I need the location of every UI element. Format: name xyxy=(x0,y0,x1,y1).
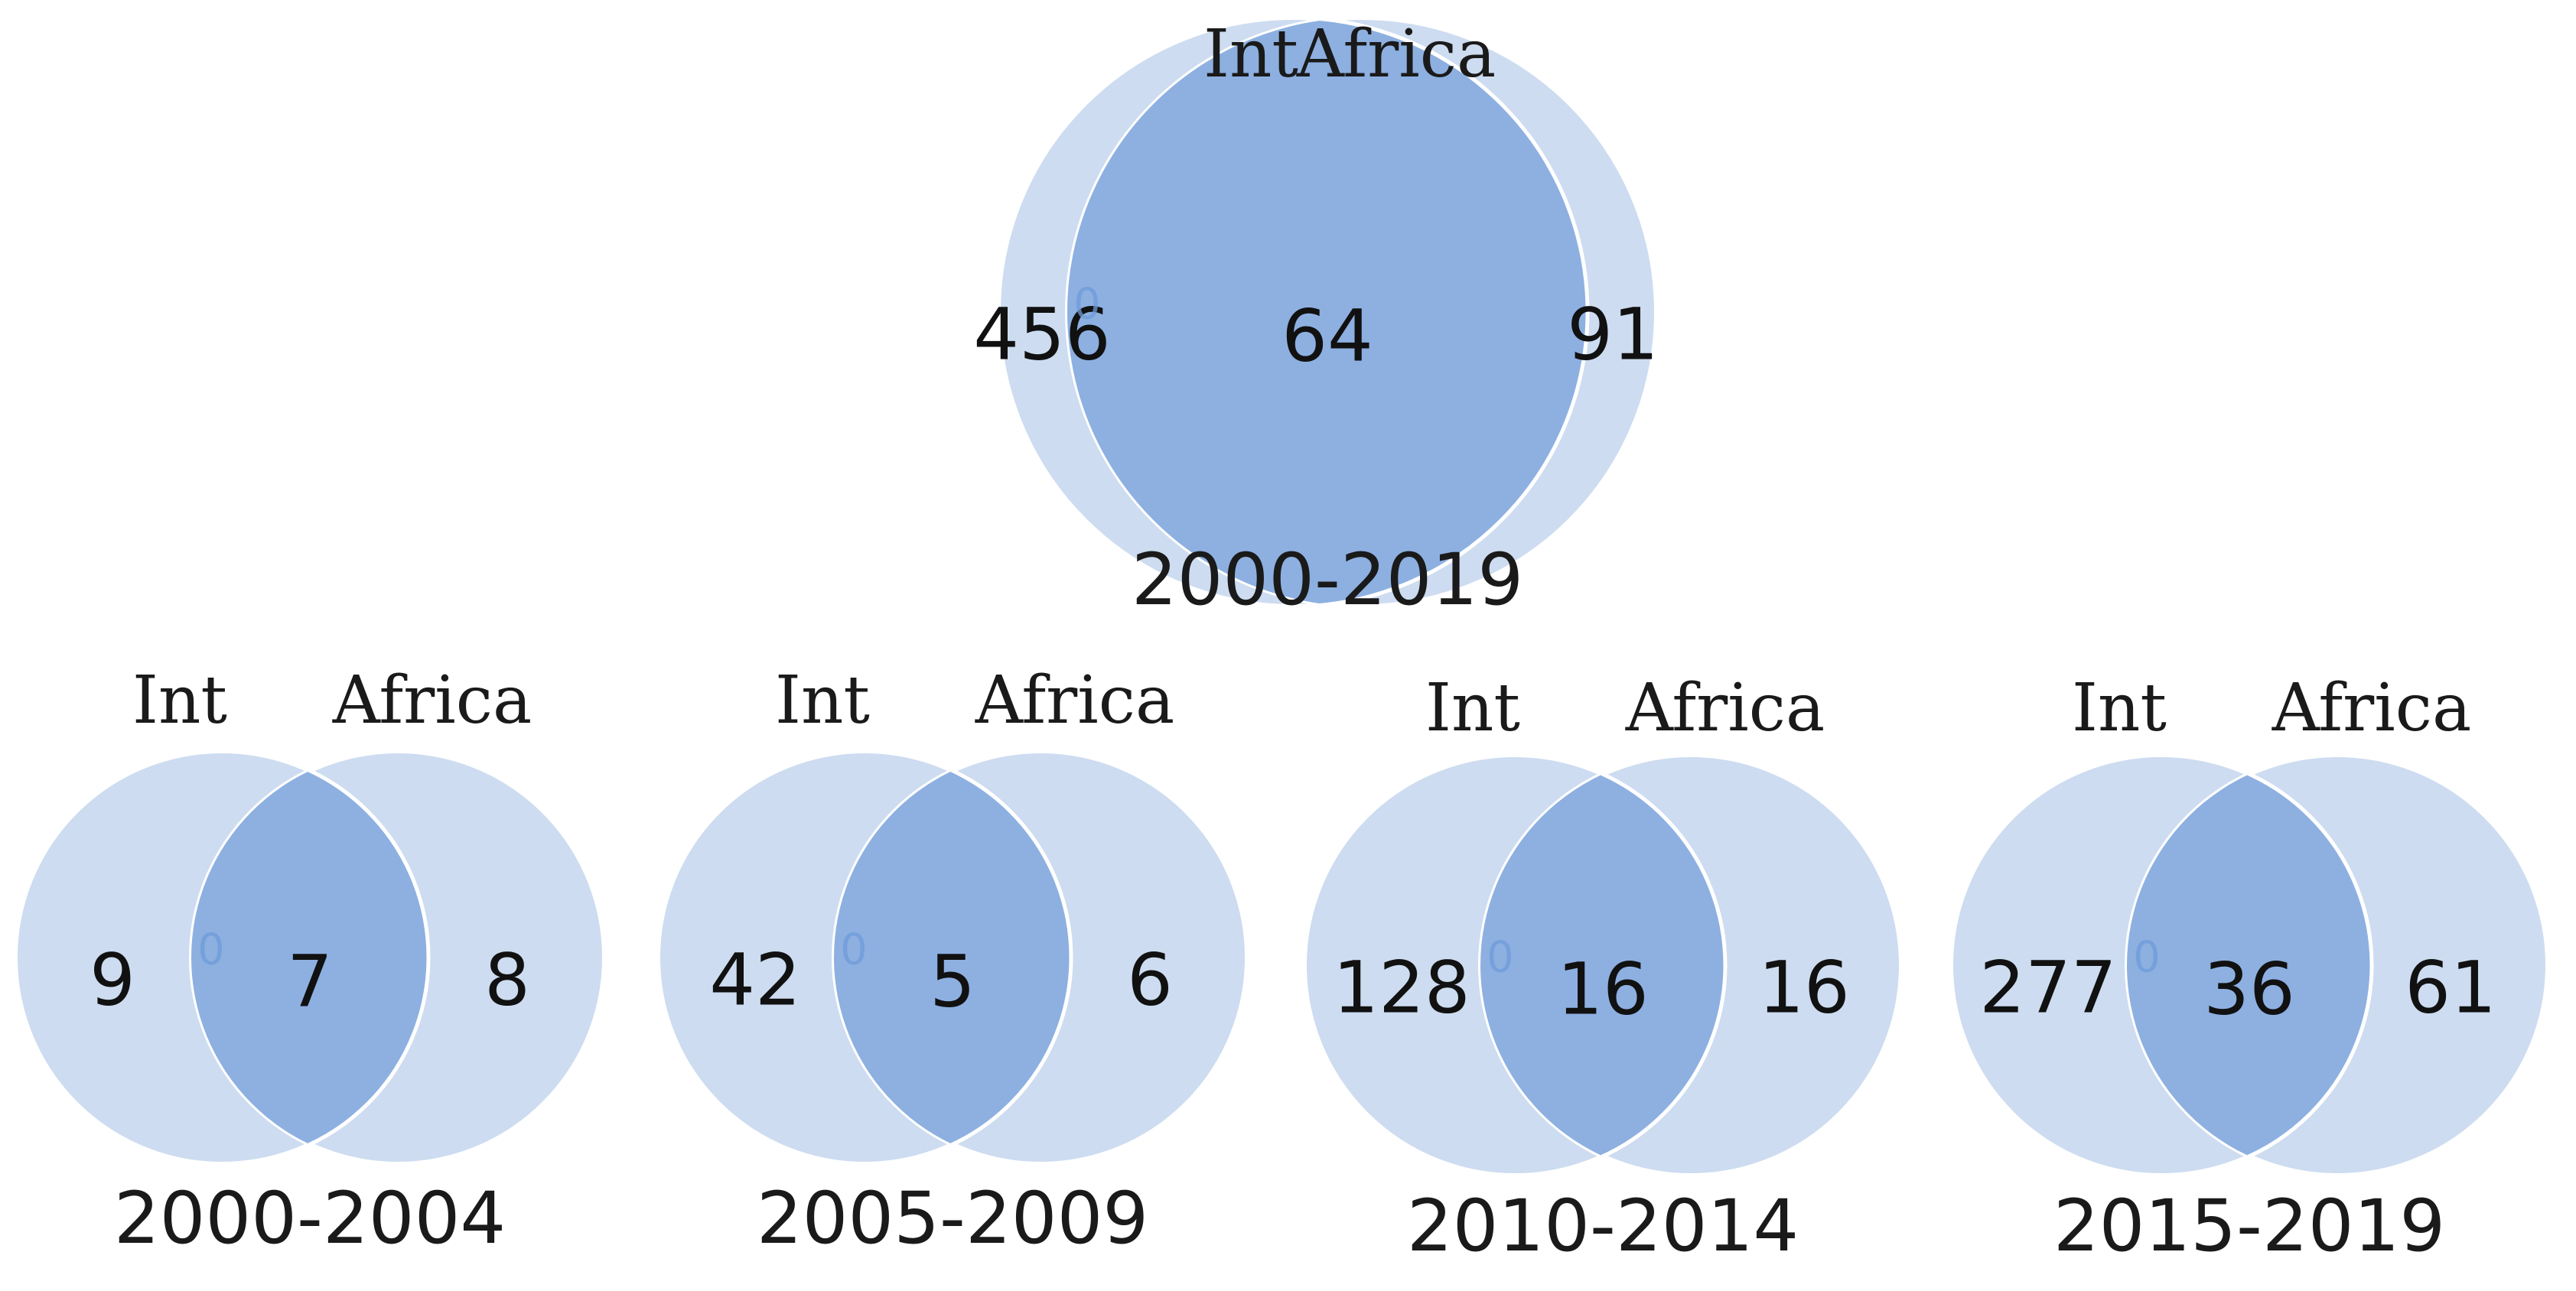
overlap-region xyxy=(1067,18,1588,606)
set-label-int: Int xyxy=(132,662,227,739)
count-int-only: 456 xyxy=(973,294,1110,377)
count-both: 7 xyxy=(287,941,333,1024)
count-africa-only: 61 xyxy=(2405,947,2496,1030)
overlap-edge xyxy=(834,751,1073,1164)
count-both: 36 xyxy=(2203,948,2295,1032)
count-both: 64 xyxy=(1281,295,1373,379)
faint-zero-mark: 0 xyxy=(1073,280,1101,330)
venn-2005-2009: Int Africa 42 5 6 0 2005-2009 xyxy=(656,662,1249,1260)
venn-2010-2014: Int Africa 128 16 16 0 2010-2014 xyxy=(1302,670,1904,1268)
count-africa-only: 16 xyxy=(1758,947,1850,1030)
set-label-africa: Africa xyxy=(1625,670,1825,746)
set-label-africa: Africa xyxy=(2272,670,2471,746)
overlap-region xyxy=(2127,755,2372,1176)
period-label: 2010-2014 xyxy=(1407,1185,1799,1268)
overlap-edge xyxy=(191,751,431,1164)
overlap-edge xyxy=(1480,755,1728,1176)
count-africa-only: 6 xyxy=(1127,939,1173,1023)
faint-zero-mark: 0 xyxy=(1487,933,1514,983)
set-label-int: Int xyxy=(1425,670,1520,746)
venn-2015-2019: Int Africa 277 36 61 0 2015-2019 xyxy=(1949,670,2550,1268)
period-label: 2015-2019 xyxy=(2053,1185,2445,1268)
set-label-africa: Africa xyxy=(332,662,532,739)
set-label-africa: Africa xyxy=(1296,16,1496,93)
count-both: 5 xyxy=(930,941,975,1024)
faint-zero-mark: 0 xyxy=(197,925,225,975)
period-label: 2000-2004 xyxy=(114,1177,506,1260)
set-label-int: Int xyxy=(1203,16,1298,93)
set-label-int: Int xyxy=(2072,670,2167,746)
count-both: 16 xyxy=(1557,948,1649,1032)
set-label-int: Int xyxy=(775,662,870,739)
count-int-only: 277 xyxy=(1979,947,2116,1030)
period-label: 2005-2009 xyxy=(757,1177,1148,1260)
faint-zero-mark: 0 xyxy=(840,925,868,975)
count-africa-only: 8 xyxy=(484,939,530,1023)
venn-2000-2004: Int Africa 9 7 8 0 2000-2004 xyxy=(13,662,607,1260)
overlap-edge xyxy=(1067,18,1590,606)
count-int-only: 42 xyxy=(709,939,801,1023)
overlap-region xyxy=(834,751,1071,1164)
period-label: 2000-2019 xyxy=(1132,538,1523,622)
count-int-only: 128 xyxy=(1333,947,1470,1030)
set-label-africa: Africa xyxy=(975,662,1174,739)
faint-zero-mark: 0 xyxy=(2133,933,2161,983)
overlap-region xyxy=(1480,755,1725,1176)
count-africa-only: 91 xyxy=(1567,294,1659,377)
overlap-region xyxy=(191,751,428,1164)
count-int-only: 9 xyxy=(90,939,135,1023)
overlap-edge xyxy=(2127,755,2374,1176)
